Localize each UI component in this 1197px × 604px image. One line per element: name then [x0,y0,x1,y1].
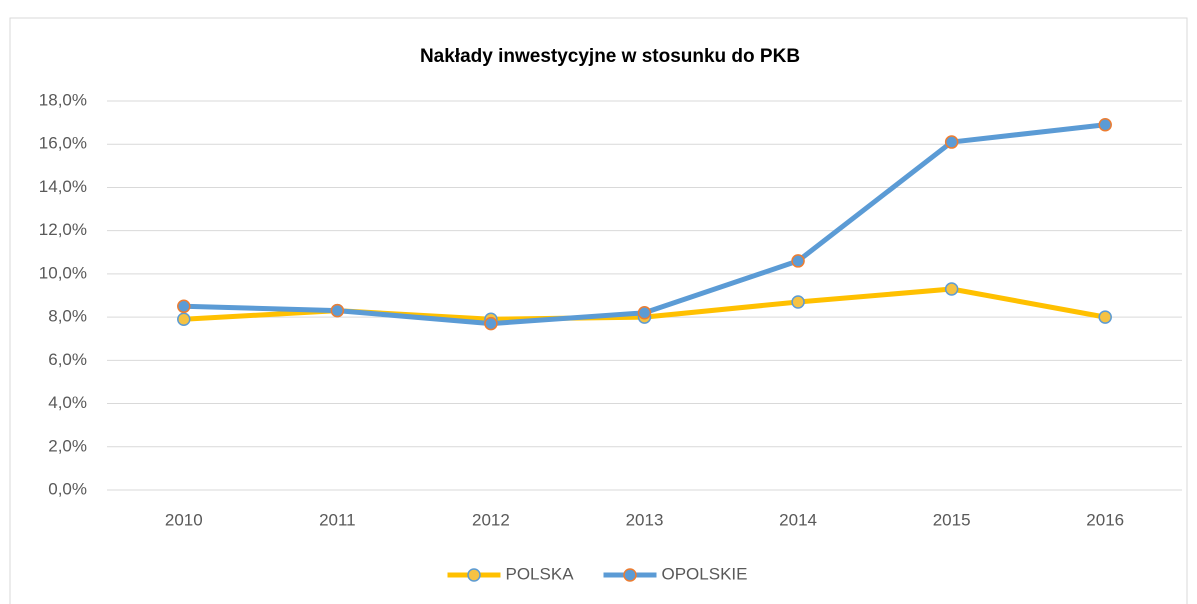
x-tick-label: 2012 [472,510,510,529]
legend-label: OPOLSKIE [662,564,748,583]
y-tick-label: 0,0% [48,479,87,498]
y-tick-label: 2,0% [48,436,87,455]
data-point [637,306,652,320]
data-point [484,316,498,331]
y-tick-label: 18,0% [39,90,87,109]
y-tick-label: 6,0% [48,350,87,369]
data-point [944,135,959,149]
data-point [791,254,805,268]
y-tick-label: 4,0% [48,393,87,412]
x-tick-label: 2016 [1086,510,1124,529]
data-point [1098,310,1112,324]
y-tick-label: 14,0% [39,177,87,196]
legend-label: POLSKA [506,564,575,583]
y-tick-label: 16,0% [39,134,87,153]
chart-title: Nakłady inwestycyjne w stosunku do PKB [420,46,800,67]
x-tick-label: 2013 [626,510,664,529]
chart-frame [9,17,1188,604]
y-tick-label: 10,0% [39,263,87,282]
x-tick-label: 2015 [933,510,971,529]
data-point [177,299,191,314]
y-tick-label: 12,0% [39,220,87,239]
x-tick-label: 2010 [165,510,203,529]
data-point [330,303,345,318]
x-tick-label: 2014 [779,510,817,529]
legend-marker [623,568,637,582]
data-point [1098,118,1112,132]
data-point [944,282,959,296]
data-point [791,295,805,309]
data-point [177,312,191,327]
y-tick-label: 8,0% [48,307,87,326]
legend-marker [467,568,481,582]
x-tick-label: 2011 [319,510,356,529]
